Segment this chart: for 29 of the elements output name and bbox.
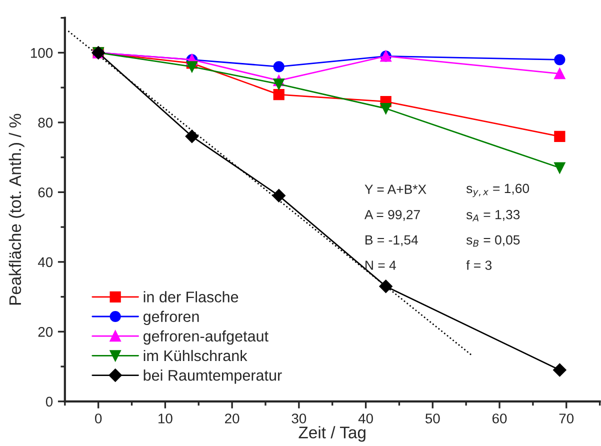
x-tick-label: 50 (425, 414, 440, 424)
x-tick-label: 60 (492, 414, 507, 424)
annotation: s$_{B}$ = 0,05 (466, 235, 520, 247)
annotation: A = 99,27 (364, 210, 420, 221)
annotation: B = -1,54 (366, 235, 418, 246)
y-tick-label: 0 (46, 396, 53, 407)
x-tick-label: 20 (225, 414, 240, 424)
y-tick-label: 80 (38, 118, 53, 128)
annotation: Y = A+B*X (364, 184, 426, 194)
annotation: f = 3 (466, 260, 492, 270)
x-tick-label: 70 (559, 414, 574, 424)
x-tick-label: 10 (158, 414, 172, 424)
legend-label: gefroren-aufgetaut (143, 330, 268, 345)
y-tick-label: 100 (30, 48, 53, 58)
annotation: s$_{A}$ = 1,33 (466, 210, 520, 222)
legend-label: im Kühlschrank (144, 350, 248, 362)
legend-label: gefroren (143, 310, 199, 326)
y-tick-label: 40 (38, 257, 53, 268)
x-tick-label: 0 (95, 414, 102, 424)
y-tick-label: 20 (38, 326, 53, 337)
y-axis-title: Peakfläche (tot. Anth.) / % (8, 114, 24, 305)
x-tick-label: 40 (358, 414, 373, 424)
x-tick-label: 30 (292, 414, 306, 424)
legend-label: bei Raumtemperatur (144, 370, 282, 384)
annotation: N = 4 (366, 260, 396, 270)
annotation: s$_{y,x}$ = 1,60 (466, 184, 530, 198)
legend-label: in der Flasche (144, 291, 238, 302)
y-tick-label: 60 (38, 188, 53, 198)
x-axis-title: Zeit / Tag (298, 426, 366, 442)
